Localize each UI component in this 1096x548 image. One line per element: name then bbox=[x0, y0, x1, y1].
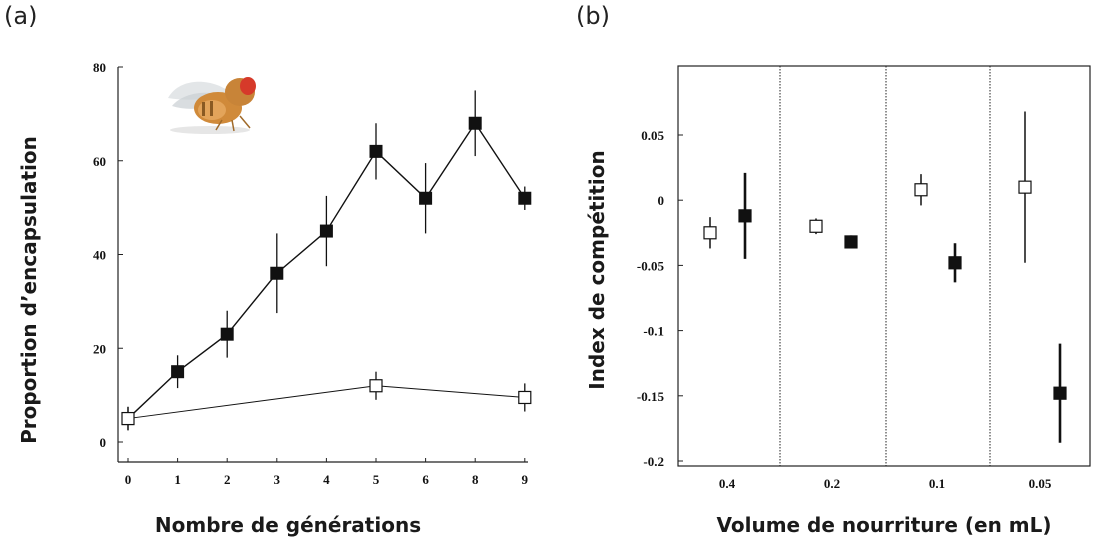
filled-square-point bbox=[171, 365, 185, 379]
y-tick-label: -0.2 bbox=[643, 454, 664, 469]
filled-square-point bbox=[738, 209, 752, 223]
y-tick-label: 20 bbox=[93, 341, 106, 356]
filled-square-point bbox=[220, 327, 234, 341]
fruit-fly-image bbox=[168, 77, 256, 134]
open-square-point bbox=[369, 379, 383, 393]
y-tick-label: 80 bbox=[93, 60, 106, 75]
plot-frame bbox=[677, 65, 1091, 467]
y-tick-label: 40 bbox=[93, 248, 106, 263]
y-tick-label: -0.05 bbox=[637, 258, 665, 273]
x-tick-label: 1 bbox=[174, 472, 181, 487]
x-axis-title: Volume de nourriture (en mL) bbox=[716, 513, 1051, 537]
open-square-point bbox=[809, 219, 823, 233]
y-tick-label: 0.05 bbox=[641, 128, 664, 143]
x-tick-label: 6 bbox=[422, 472, 429, 487]
filled-square-point bbox=[369, 144, 383, 158]
open-square-point bbox=[703, 226, 717, 240]
filled-square-point bbox=[948, 256, 962, 270]
x-tick-label: 0.05 bbox=[1029, 476, 1052, 491]
y-tick-label: -0.15 bbox=[637, 389, 665, 404]
x-tick-label: 0.4 bbox=[719, 476, 736, 491]
filled-square-point bbox=[270, 266, 284, 280]
x-tick-label: 0.2 bbox=[824, 476, 840, 491]
filled-square-point bbox=[518, 191, 532, 205]
filled-square-point bbox=[1053, 386, 1067, 400]
filled-square-point bbox=[319, 224, 333, 238]
x-tick-label: 5 bbox=[373, 472, 380, 487]
x-tick-label: 0 bbox=[125, 472, 132, 487]
filled-square-point bbox=[844, 235, 858, 249]
x-tick-label: 2 bbox=[224, 472, 231, 487]
open-square-point bbox=[518, 390, 532, 405]
panel-label-b: (b) bbox=[576, 2, 610, 30]
x-tick-label: 8 bbox=[472, 472, 479, 487]
x-tick-label: 4 bbox=[323, 472, 330, 487]
open-square-point bbox=[1018, 180, 1032, 194]
open-square-point bbox=[914, 183, 928, 197]
x-tick-label: 0.1 bbox=[929, 476, 945, 491]
chart-a: 0 20 40 60 80 0 1 2 3 4 5 6 8 9 Proportion d’encapsula… bbox=[17, 60, 532, 537]
y-axis-title: Proportion d’encapsulation bbox=[17, 136, 41, 444]
x-tick-label: 9 bbox=[522, 472, 529, 487]
open-square-point bbox=[121, 411, 135, 426]
y-tick-label: 0 bbox=[100, 435, 107, 450]
y-axis-title: Index de compétition bbox=[585, 150, 609, 389]
y-tick-label: 0 bbox=[658, 193, 665, 208]
y-tick-label: -0.1 bbox=[643, 324, 664, 339]
filled-square-point bbox=[468, 116, 482, 130]
y-tick-label: 60 bbox=[93, 154, 106, 169]
panel-label-a: (a) bbox=[4, 2, 38, 30]
filled-square-point bbox=[419, 191, 433, 205]
x-tick-label: 3 bbox=[274, 472, 281, 487]
x-axis-title: Nombre de générations bbox=[155, 513, 421, 537]
